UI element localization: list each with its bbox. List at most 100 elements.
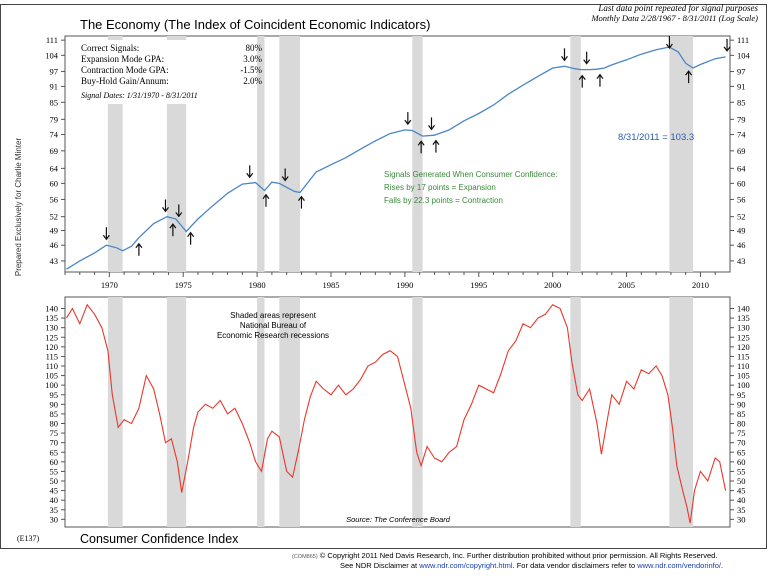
y-tick-label-left: 104 — [45, 50, 59, 60]
contraction-signal-arrow — [723, 38, 731, 52]
y-tick-label-right: 56 — [737, 194, 746, 204]
y-tick-label-right: 104 — [737, 50, 751, 60]
signals-note-fall: Falls by 22.3 points = Contraction — [384, 196, 503, 205]
expansion-signal-arrow — [596, 73, 604, 87]
top-y-axis: 43 43 46 46 49 49 52 52 56 56 60 60 64 64 69 69 74 74 79 79… — [45, 35, 750, 266]
y-tick-label-left: 100 — [45, 380, 58, 390]
y-tick-label-left: 65 — [50, 447, 59, 457]
y-tick-label-right: 65 — [737, 447, 746, 457]
contraction-signal-arrow — [281, 168, 289, 182]
shaded-note-line3: Economic Research recessions — [217, 331, 329, 340]
y-tick-label-right: 64 — [737, 163, 746, 173]
x-tick-label: 2000 — [544, 280, 561, 290]
recession-band — [669, 36, 694, 272]
x-tick-label: 2010 — [692, 280, 709, 290]
expansion-signal-arrow — [135, 242, 143, 256]
y-tick-label-right: 49 — [737, 226, 746, 236]
recession-band — [412, 36, 423, 272]
prepared-for-label: Prepared Exclusively for Charlie Minter — [14, 138, 23, 277]
y-tick-label-right: 40 — [737, 495, 746, 505]
x-tick-label: 2005 — [618, 280, 635, 290]
recession-band — [669, 297, 694, 527]
y-tick-label-left: 70 — [50, 438, 59, 448]
copyright-link[interactable]: www.ndr.com/copyright.html — [419, 561, 513, 570]
coincident-index-line — [66, 46, 726, 270]
y-tick-label-right: 125 — [737, 332, 750, 342]
y-tick-label-left: 74 — [50, 130, 59, 140]
y-tick-label-left: 91 — [50, 81, 59, 91]
bottom-chart-code: (E137) — [17, 534, 40, 543]
footer-disclaimer-a: See NDR Disclaimer at — [340, 561, 420, 570]
top-panel: The Economy (The Index of Coincident Eco… — [45, 3, 758, 290]
bottom-recession-bands — [107, 297, 694, 527]
y-tick-label-right: 140 — [737, 304, 750, 314]
y-tick-label-right: 110 — [737, 361, 749, 371]
contraction-signal-arrow — [665, 36, 673, 49]
footer-disclaimer-c: . — [721, 561, 724, 570]
y-tick-label-right: 45 — [737, 486, 746, 496]
y-tick-label-right: 35 — [737, 505, 746, 515]
y-tick-label-left: 105 — [45, 371, 58, 381]
data-note-line2: Monthly Data 2/28/1967 - 8/31/2011 (Log … — [590, 13, 758, 23]
y-tick-label-right: 79 — [737, 114, 746, 124]
y-tick-label-left: 52 — [50, 212, 59, 222]
vendorinfo-link[interactable]: www.ndr.com/vendorinfo/ — [637, 561, 721, 570]
y-tick-label-right: 90 — [737, 399, 746, 409]
footer-line1: (COM865) © Copyright 2011 Ned Davis Rese… — [292, 551, 717, 560]
top-chart-title: The Economy (The Index of Coincident Eco… — [80, 17, 430, 32]
y-tick-label-left: 110 — [46, 361, 58, 371]
y-tick-label-left: 80 — [50, 419, 59, 429]
y-tick-label-left: 60 — [50, 457, 59, 467]
y-tick-label-left: 55 — [50, 466, 59, 476]
y-tick-label-right: 120 — [737, 342, 750, 352]
y-tick-label-right: 85 — [737, 97, 746, 107]
y-tick-label-right: 85 — [737, 409, 746, 419]
contraction-signal-arrow — [162, 199, 169, 213]
y-tick-label-left: 115 — [46, 351, 58, 361]
signals-note-title: Signals Generated When Consumer Confiden… — [384, 170, 557, 179]
expansion-signal-arrow — [417, 140, 425, 154]
y-tick-label-left: 60 — [50, 178, 59, 188]
recession-band — [412, 297, 423, 527]
y-tick-label-right: 69 — [737, 146, 746, 156]
stats-box-bg — [77, 40, 222, 104]
stat-label-buy-hold: Buy-Hold Gain/Annum: — [81, 76, 169, 86]
stats-box: Correct Signals: 80% Expansion Mode GPA:… — [77, 40, 263, 104]
stat-value-correct-signals: 80% — [246, 43, 263, 53]
contraction-signal-arrow — [561, 48, 568, 62]
y-tick-label-left: 97 — [50, 67, 59, 77]
y-tick-label-left: 56 — [50, 194, 59, 204]
y-tick-label-right: 135 — [737, 313, 750, 323]
x-tick-label: 1985 — [323, 280, 340, 290]
bottom-plot-frame — [64, 296, 731, 528]
y-tick-label-right: 74 — [737, 130, 746, 140]
bottom-chart-title: Consumer Confidence Index — [80, 532, 239, 546]
y-tick-label-right: 52 — [737, 212, 746, 222]
footer-disclaimer-b: . For data vendor disclaimers refer to — [512, 561, 638, 570]
data-note-line1: Last data point repeated for signal purp… — [597, 3, 758, 13]
y-tick-label-right: 95 — [737, 390, 746, 400]
y-tick-label-right: 55 — [737, 466, 746, 476]
y-tick-label-right: 80 — [737, 419, 746, 429]
consumer-confidence-line — [66, 303, 727, 524]
y-tick-label-right: 50 — [737, 476, 746, 486]
source-label: Source: The Conference Board — [346, 515, 451, 524]
y-tick-label-left: 69 — [50, 146, 59, 156]
y-tick-label-left: 85 — [50, 97, 59, 107]
stat-value-contraction-gpa: -1.5% — [240, 65, 262, 75]
stat-label-expansion-gpa: Expansion Mode GPA: — [81, 54, 164, 64]
stat-label-contraction-gpa: Contraction Mode GPA: — [81, 65, 169, 75]
y-tick-label-right: 70 — [737, 438, 746, 448]
y-tick-label-left: 64 — [50, 163, 59, 173]
stat-value-expansion-gpa: 3.0% — [243, 54, 262, 64]
recession-band — [570, 297, 581, 527]
recession-band — [257, 297, 265, 527]
y-tick-label-right: 105 — [737, 371, 750, 381]
stat-label-correct-signals: Correct Signals: — [81, 43, 139, 53]
contraction-signal-arrow — [246, 165, 254, 179]
y-tick-label-right: 100 — [737, 380, 750, 390]
